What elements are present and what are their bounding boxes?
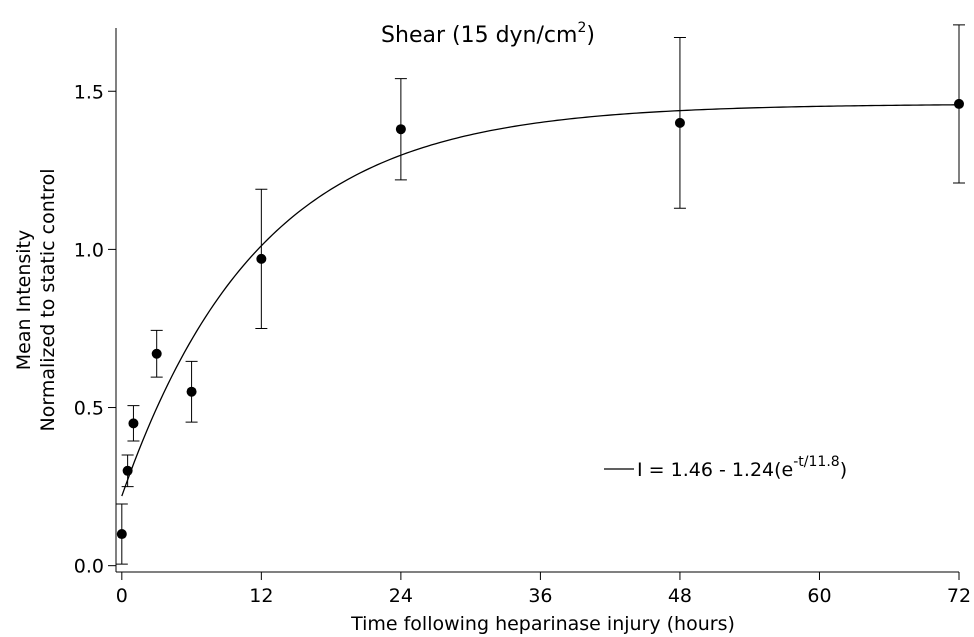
data-point — [151, 348, 162, 359]
x-tick-label: 24 — [389, 585, 413, 607]
y-axis-label: Normalized to static control — [37, 169, 59, 432]
title-end: ) — [586, 23, 595, 48]
data-point — [122, 465, 133, 476]
data-point — [186, 386, 197, 397]
fit-label-superscript: -t/11.8 — [793, 454, 839, 470]
fit-label-end: ) — [840, 459, 847, 481]
data-point — [674, 117, 685, 128]
data-point — [256, 253, 267, 264]
x-tick-label: 0 — [116, 585, 128, 607]
y-axis-label: Mean Intensity — [13, 230, 35, 371]
y-tick-label: 1.0 — [74, 239, 104, 261]
data-point — [395, 124, 406, 135]
data-point — [116, 529, 127, 540]
fit-label: I = 1.46 - 1.24(e-t/11.8) — [637, 454, 847, 481]
fit-label-text: I = 1.46 - 1.24(e — [637, 459, 793, 481]
x-tick-label: 48 — [668, 585, 692, 607]
y-tick-label: 1.5 — [74, 81, 104, 103]
y-tick-label: 0.5 — [74, 398, 104, 420]
data-point — [128, 418, 139, 429]
x-tick-label: 36 — [528, 585, 552, 607]
y-tick-label: 0.0 — [74, 556, 104, 578]
x-tick-label: 60 — [807, 585, 831, 607]
data-point — [954, 98, 964, 109]
title-text: Shear (15 dyn/cm — [381, 23, 577, 48]
title-superscript: 2 — [577, 20, 586, 36]
fit-curve — [121, 104, 960, 497]
chart-title: Shear (15 dyn/cm2) — [381, 20, 595, 48]
x-axis-label: Time following heparinase injury (hours) — [350, 613, 735, 635]
x-tick-label: 72 — [947, 585, 971, 607]
x-tick-label: 12 — [249, 585, 273, 607]
